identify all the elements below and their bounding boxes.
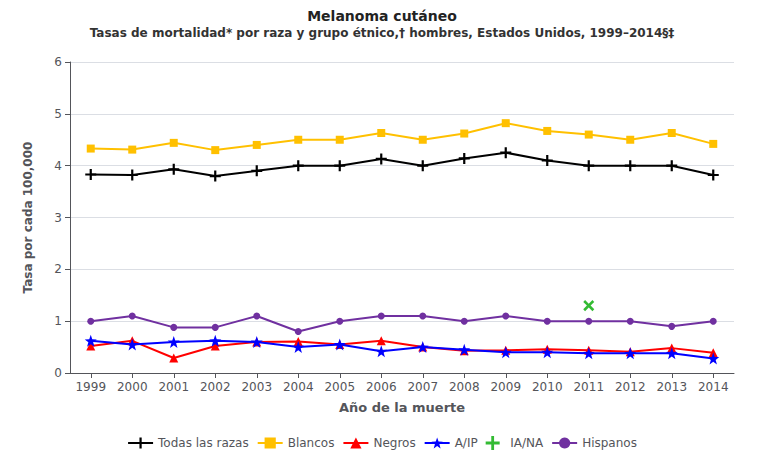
svg-text:Melanoma cutáneo: Melanoma cutáneo	[307, 8, 457, 24]
svg-text:2014: 2014	[698, 380, 729, 394]
svg-text:2013: 2013	[656, 380, 687, 394]
svg-text:Negros: Negros	[373, 436, 415, 450]
svg-text:2012: 2012	[615, 380, 646, 394]
svg-text:4: 4	[54, 159, 62, 173]
svg-text:Año de la muerte: Año de la muerte	[339, 400, 465, 415]
svg-text:Tasa por cada 100,000: Tasa por cada 100,000	[21, 142, 35, 294]
svg-text:Todas las razas: Todas las razas	[157, 436, 249, 450]
svg-text:3: 3	[54, 211, 62, 225]
svg-text:2010: 2010	[532, 380, 563, 394]
svg-text:6: 6	[54, 55, 62, 69]
svg-text:5: 5	[54, 107, 62, 121]
svg-text:IA/NA: IA/NA	[510, 436, 544, 450]
svg-text:2003: 2003	[241, 380, 272, 394]
svg-text:1999: 1999	[75, 380, 106, 394]
svg-text:2004: 2004	[283, 380, 314, 394]
svg-text:2: 2	[54, 262, 62, 276]
svg-text:2007: 2007	[407, 380, 438, 394]
svg-text:1: 1	[54, 314, 62, 328]
svg-text:Blancos: Blancos	[288, 436, 335, 450]
svg-text:2009: 2009	[490, 380, 521, 394]
svg-text:2005: 2005	[324, 380, 355, 394]
svg-text:0: 0	[54, 366, 62, 380]
svg-text:2002: 2002	[200, 380, 231, 394]
svg-text:Hispanos: Hispanos	[582, 436, 637, 450]
svg-text:2001: 2001	[158, 380, 189, 394]
svg-text:Tasas de mortalidad* por raza: Tasas de mortalidad* por raza y grupo ét…	[90, 26, 675, 40]
svg-text:2011: 2011	[573, 380, 604, 394]
svg-text:2000: 2000	[117, 380, 148, 394]
svg-text:2008: 2008	[449, 380, 480, 394]
svg-text:A/IP: A/IP	[455, 436, 478, 450]
svg-text:2006: 2006	[366, 380, 397, 394]
